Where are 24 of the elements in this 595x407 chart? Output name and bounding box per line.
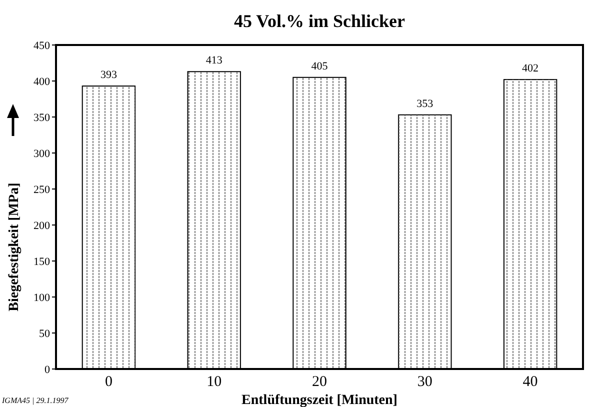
x-tick-label: 20	[312, 374, 327, 390]
y-axis-title: Biegefestigkeit [MPa]	[7, 182, 22, 312]
x-tick-label: 40	[522, 374, 538, 390]
data-label: 413	[206, 54, 223, 67]
chart-title: 45 Vol.% im Schlicker	[234, 11, 406, 31]
y-tick-label: 250	[34, 184, 50, 196]
data-label: 393	[100, 69, 118, 82]
y-tick-label: 200	[34, 220, 50, 232]
y-tick-label: 400	[34, 76, 50, 88]
y-tick-label: 350	[34, 112, 50, 124]
data-label: 405	[311, 60, 328, 72]
data-label: 402	[522, 62, 539, 75]
x-tick-label: 0	[104, 374, 112, 390]
y-tick-label: 150	[34, 256, 50, 268]
x-tick-label: 10	[206, 374, 222, 390]
text: IGMA45 | 29.1.1997	[1, 396, 70, 405]
y-tick-label: 0	[44, 364, 50, 376]
y-tick-label: 50	[39, 328, 50, 340]
y-tick-label: 300	[34, 148, 50, 160]
x-tick-label: 30	[417, 374, 432, 390]
data-label: 353	[416, 98, 434, 110]
y-tick-label: 450	[34, 40, 50, 52]
x-axis-title: Entlüftungszeit [Minuten]	[242, 393, 398, 407]
y-tick-label: 100	[34, 292, 50, 304]
